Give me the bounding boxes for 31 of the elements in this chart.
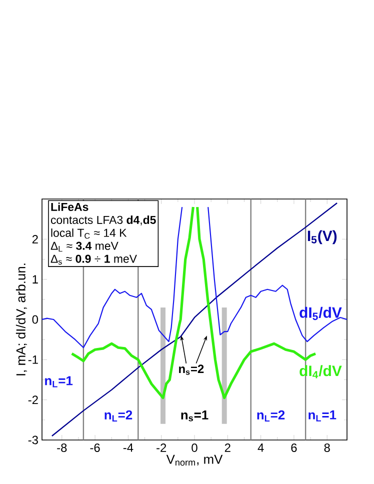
annotation: n$_{L}$=2 [104,410,132,422]
x-tick-label: 8 [324,444,330,452]
series-label: dI$_{4}$/dV [300,365,342,378]
annotation: n$_{L}$=1 [308,410,336,422]
x-tick-label: 2 [224,444,230,452]
x-tick-label: -8 [57,444,67,452]
x-tick-label: -6 [90,444,100,452]
x-tick-label: -4 [123,444,134,452]
annotation: n$_{s}$=1 [181,410,208,422]
series-label: dI$_{5}$/dV [300,306,342,320]
y-tick-label: -2 [28,396,38,404]
y-tick-label: -1 [28,356,38,364]
y-tick-label: 0 [32,315,38,324]
x-tick-label: 6 [291,444,297,452]
x-tick-label: -2 [156,444,166,452]
annotation: Δ$_{L}$ ≈ 3.4 meV [50,242,118,252]
x-tick-label: 4 [258,444,264,452]
annotation: contacts LFA3 d4,d5 [50,216,156,226]
annotation: local T$_{C}$ ≈ 14 K [51,228,127,239]
annotation: n$_{s}$=2 [179,364,204,375]
series-label: I$_{5}$(V) [308,230,337,244]
annotation: n$_{L}$=2 [257,410,285,422]
annotation: Δ$_{s}$ ≈ 0.9 ÷ 1 meV [50,254,137,265]
x-axis-title: V$_{norm}$, mV [166,454,223,466]
x-tick-label: 0 [192,444,198,452]
y-tick-label: 2 [32,234,38,244]
y-axis-title: I, mA; dI/dV, arb.un. [16,264,27,376]
y-tick-label: -3 [28,436,38,444]
annotation: n$_{L}$=1 [45,376,73,388]
chart-title: LiFeAs [51,202,88,212]
y-tick-label: 1 [32,275,38,284]
